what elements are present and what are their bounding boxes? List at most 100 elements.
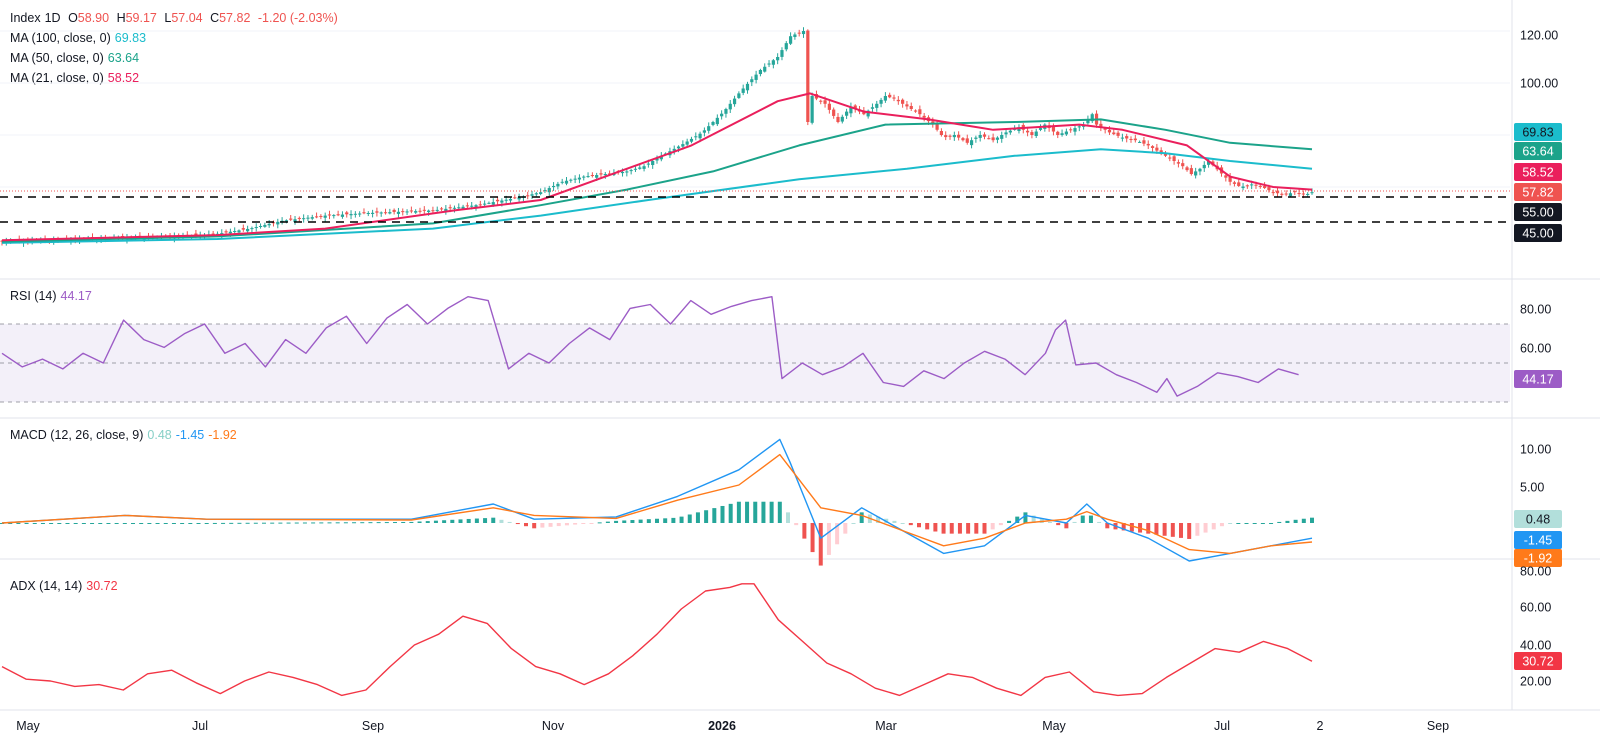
macd-histogram-bar: [1023, 512, 1028, 523]
macd-histogram-bar: [1080, 515, 1085, 523]
macd-histogram-bar: [966, 523, 971, 534]
macd-histogram-bar: [65, 523, 70, 524]
price-badge-support-bg: [1514, 203, 1562, 221]
macd-pane[interactable]: [0, 438, 1314, 566]
candle-body: [1185, 167, 1189, 171]
candle-body: [633, 168, 638, 170]
macd-histogram-bar: [319, 522, 324, 524]
candle-body: [392, 209, 396, 212]
candle-body: [1090, 114, 1094, 122]
candle-body: [336, 214, 340, 216]
candle-body: [1258, 185, 1262, 187]
candle-body: [853, 105, 857, 109]
adx-pane[interactable]: [1, 583, 1313, 697]
open-value: 58.90: [77, 11, 110, 25]
macd-histogram-bar: [286, 522, 291, 524]
ma50-line: [1, 118, 1313, 243]
candle-body: [1250, 184, 1254, 186]
macd-legend[interactable]: MACD (12, 26, close, 9) 0.48 -1.45 -1.92: [10, 425, 241, 445]
macd-histogram-bar: [515, 523, 520, 525]
candle-body: [1288, 193, 1293, 197]
candle-body: [1194, 171, 1198, 176]
macd-histogram-bar: [409, 521, 414, 523]
candle-body: [276, 221, 280, 225]
macd-histogram-bar: [630, 520, 635, 523]
ma50-label: MA (50, close, 0): [10, 51, 104, 65]
price-badge-close-bg: [1514, 183, 1562, 201]
candle-body: [599, 173, 603, 175]
candle-body: [896, 99, 900, 102]
macd-histogram-bar: [352, 522, 357, 524]
macd-histogram-bar: [393, 522, 397, 524]
macd-histogram-bar: [122, 523, 127, 524]
macd-histogram-bar: [892, 520, 897, 523]
candle-body: [1025, 130, 1030, 133]
ma100-legend[interactable]: MA (100, close, 0) 69.83: [10, 28, 150, 48]
candle-body: [995, 137, 1000, 140]
macd-histogram-bar: [131, 523, 135, 524]
candle-body: [452, 207, 457, 209]
macd-histogram-bar: [1219, 523, 1224, 527]
candle-body: [1129, 138, 1133, 140]
candle-body: [1125, 136, 1129, 139]
candle-body: [823, 100, 827, 104]
candle-body: [676, 146, 681, 149]
macd-histogram-bar: [1187, 523, 1192, 539]
price-pane[interactable]: [0, 27, 1510, 247]
candle-body: [952, 135, 956, 138]
macd-histogram-bar: [114, 523, 119, 524]
candle-body: [728, 103, 732, 110]
macd-histogram-bar: [1301, 518, 1306, 523]
candle-body: [539, 192, 543, 194]
candle-body: [689, 138, 694, 142]
rsi-legend[interactable]: RSI (14) 44.17: [10, 286, 96, 306]
macd-histogram-bar: [278, 522, 283, 524]
adx-legend[interactable]: ADX (14, 14) 30.72: [10, 576, 122, 596]
macd-histogram-bar: [327, 522, 332, 524]
interval-label[interactable]: 1D: [44, 11, 61, 25]
candle-body: [194, 233, 198, 236]
macd-histogram-bar: [1064, 523, 1069, 529]
macd-histogram-bar: [8, 523, 13, 524]
candle-body: [1034, 131, 1038, 136]
ma50-legend[interactable]: MA (50, close, 0) 63.64: [10, 48, 143, 68]
candle-body: [1086, 119, 1090, 124]
ma21-value: 58.52: [107, 71, 140, 85]
price-badge-ma21-bg: [1514, 163, 1562, 181]
candle-body: [577, 177, 582, 180]
candle-body: [1254, 184, 1258, 186]
candle-body: [358, 213, 362, 215]
candle-body: [978, 135, 982, 138]
candle-body: [866, 110, 870, 117]
candle-body: [405, 211, 409, 213]
candle-body: [607, 173, 612, 175]
candle-body: [1297, 193, 1301, 195]
candle-body: [1271, 192, 1275, 194]
ma21-legend[interactable]: MA (21, close, 0) 58.52: [10, 68, 143, 88]
candle-body: [638, 167, 642, 169]
candle-body: [491, 202, 495, 205]
candle-body: [1228, 176, 1232, 182]
candle-body: [237, 230, 241, 233]
adx-tick-label: 60.00: [1520, 601, 1551, 615]
rsi-pane[interactable]: [0, 296, 1510, 403]
macd-histogram-bar: [1088, 515, 1093, 523]
candle-body: [487, 202, 491, 204]
candle-body: [720, 113, 724, 117]
candle-body: [625, 171, 629, 173]
macd-histogram-bar: [1236, 523, 1241, 524]
symbol-name[interactable]: Index: [10, 11, 41, 25]
candle-body: [1280, 193, 1284, 195]
candle-body: [745, 83, 750, 91]
macd-histogram-bar: [1203, 523, 1208, 533]
candle-body: [832, 109, 836, 116]
candle-body: [1038, 128, 1043, 130]
candle-body: [741, 88, 745, 93]
macd-histogram-bar: [106, 523, 111, 524]
macd-histogram-bar: [908, 523, 913, 526]
candle-body: [254, 227, 258, 229]
macd-tick-label: 10.00: [1520, 443, 1551, 457]
ma100-label: MA (100, close, 0): [10, 31, 111, 45]
candle-body: [401, 211, 405, 213]
